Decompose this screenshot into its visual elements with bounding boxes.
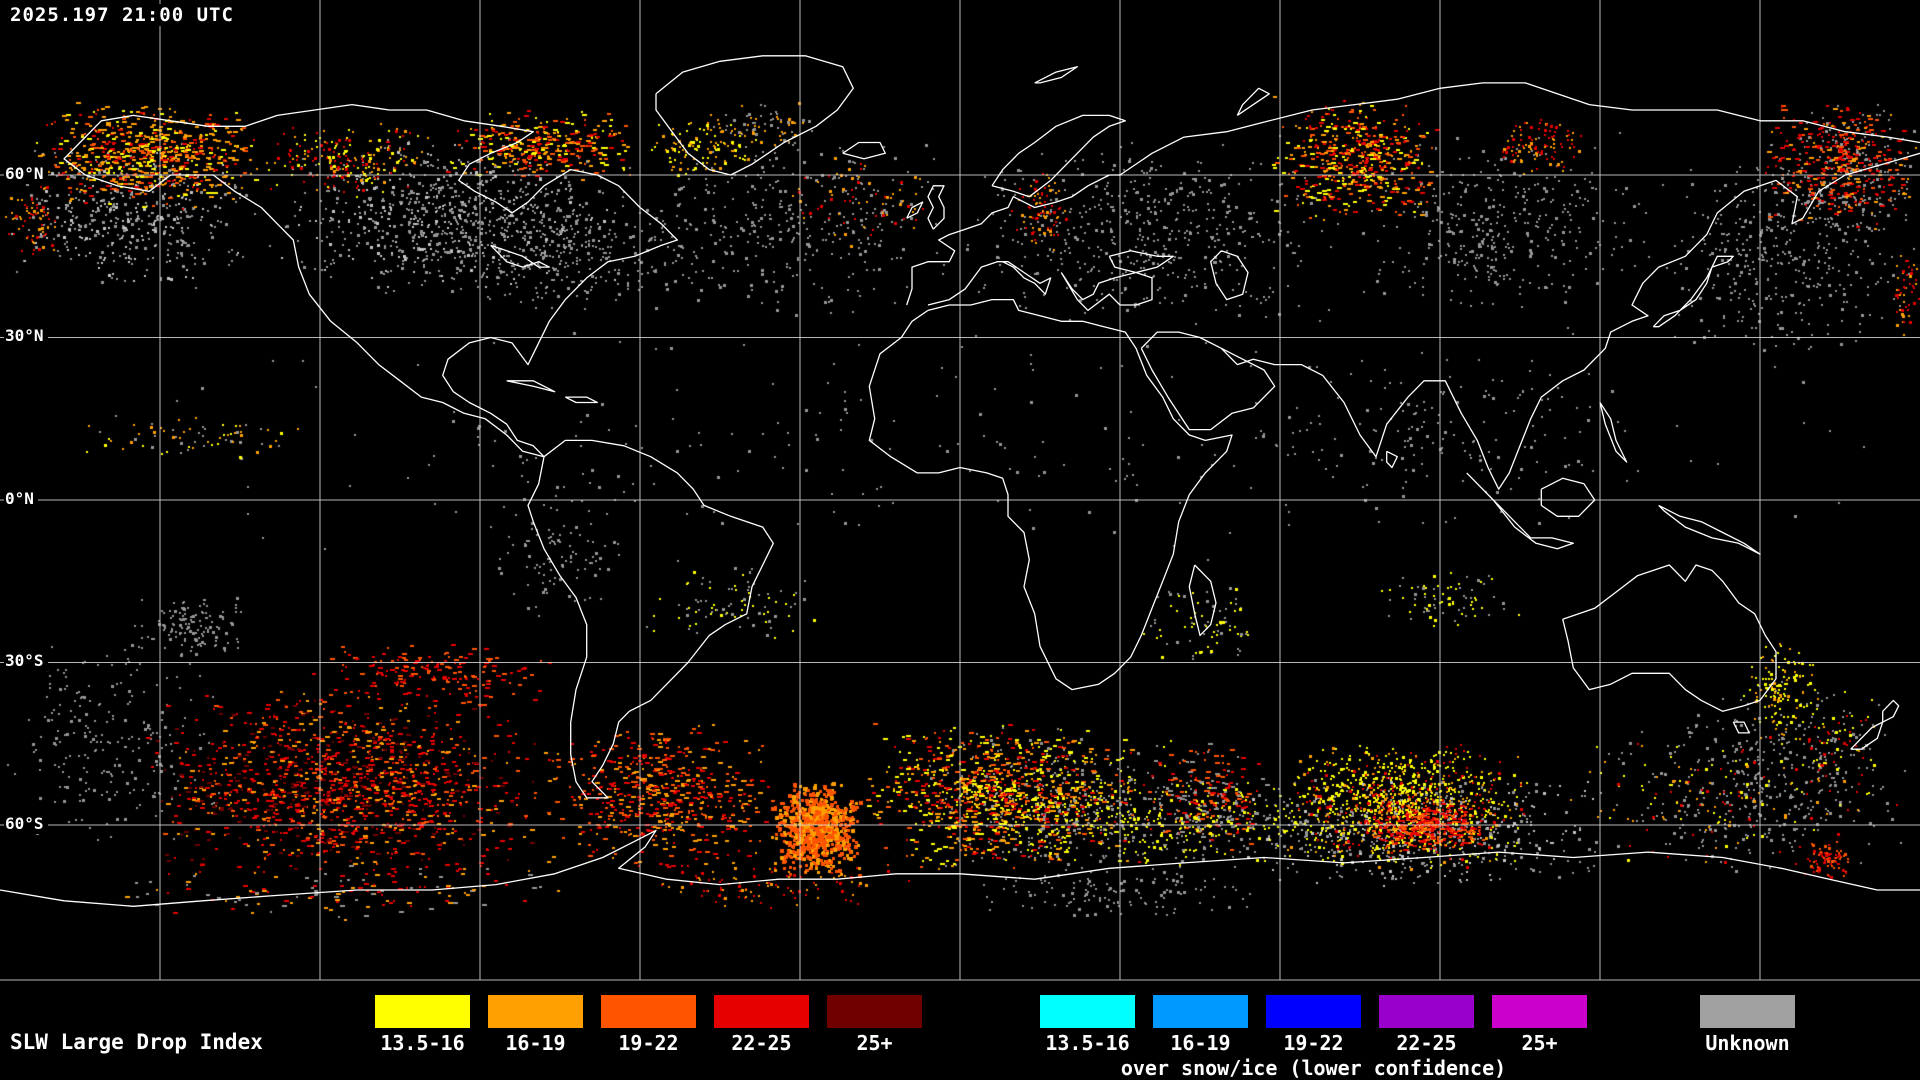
coastline [1236,87,1270,116]
legend-bin: 16-19 [1153,995,1248,1055]
legend: SLW Large Drop Index 13.5-16 16-19 19-22 22… [0,988,1920,1080]
legend-swatch [488,995,583,1028]
legend-bin-label: 25+ [1521,1031,1558,1055]
legend-warm-group: 13.5-16 16-19 19-22 22-25 25+ [375,995,922,1055]
legend-swatch [1153,995,1248,1028]
coastline [906,201,924,219]
lat-label: 0°N [4,489,38,509]
legend-bin: 13.5-16 [375,995,470,1055]
legend-swatch [1040,995,1135,1028]
legend-bin: 19-22 [1266,995,1361,1055]
coastline [991,114,1126,198]
legend-swatch [375,995,470,1028]
legend-swatch [601,995,696,1028]
legend-bin: 25+ [827,995,922,1055]
legend-unknown-group: Unknown [1700,995,1795,1055]
coastline [868,298,1233,691]
coastline [1540,477,1596,517]
coastline [1140,331,1276,431]
coastline [1850,721,1884,750]
legend-bin-label: 13.5-16 [380,1031,465,1055]
coastline [1599,402,1628,463]
coastline [1732,721,1750,734]
coastline-grid-layer [0,0,1920,981]
legend-swatch [1266,995,1361,1028]
coastline [1220,152,1920,490]
legend-bin-label: 22-25 [1396,1031,1457,1055]
legend-title: SLW Large Drop Index [10,1030,263,1054]
lat-label: 30°S [4,651,48,671]
legend-bin: 19-22 [601,995,696,1055]
coastline [63,103,678,458]
coastline [1652,255,1734,328]
coastline [1210,250,1249,301]
coastline [927,185,945,230]
coastline [1658,504,1761,555]
coastline [655,55,854,176]
legend-bin-label: Unknown [1705,1031,1790,1055]
legend-bin-label: 19-22 [1283,1031,1344,1055]
coastline [1386,450,1398,469]
coastline [565,396,598,404]
coastline [0,829,1920,907]
world-map: 60°N 30°N 0°N 30°S 60°S 2025.197 21:00 UTC [0,0,1920,988]
legend-swatch [1379,995,1474,1028]
legend-bin-label: 22-25 [731,1031,792,1055]
coastline [927,261,1052,306]
coastline [527,439,774,799]
coastline [1882,699,1900,723]
legend-swatch [714,995,809,1028]
legend-bin: 22-25 [1379,995,1474,1055]
coastline [1034,66,1078,84]
coastline [506,380,556,393]
legend-bin: Unknown [1700,995,1795,1055]
legend-snow-caption: over snow/ice (lower confidence) [1120,1056,1507,1080]
coastline [1562,564,1777,712]
legend-bin-label: 13.5-16 [1045,1031,1130,1055]
legend-swatch [827,995,922,1028]
legend-bin: 16-19 [488,995,583,1055]
coastline [906,174,1120,306]
coastline [842,141,886,160]
legend-bin-label: 16-19 [1170,1031,1231,1055]
legend-bin-label: 16-19 [505,1031,566,1055]
legend-swatch [1700,995,1795,1028]
timestamp: 2025.197 21:00 UTC [6,4,238,26]
legend-bin: 22-25 [714,995,809,1055]
legend-bin: 13.5-16 [1040,995,1135,1055]
lat-label: 60°N [4,164,48,184]
legend-swatch [1492,995,1587,1028]
legend-bin-label: 25+ [856,1031,893,1055]
coastline [1108,250,1174,274]
coastline [1188,564,1217,637]
legend-snow-group: 13.5-16 16-19 19-22 22-25 25+ [1040,995,1587,1055]
legend-bin: 25+ [1492,995,1587,1055]
lat-label: 60°S [4,814,48,834]
legend-bin-label: 19-22 [618,1031,679,1055]
lat-label: 30°N [4,326,48,346]
coastline [490,244,550,268]
coastline [1466,472,1574,550]
coastline [1119,82,1920,176]
coastline [1060,271,1153,312]
